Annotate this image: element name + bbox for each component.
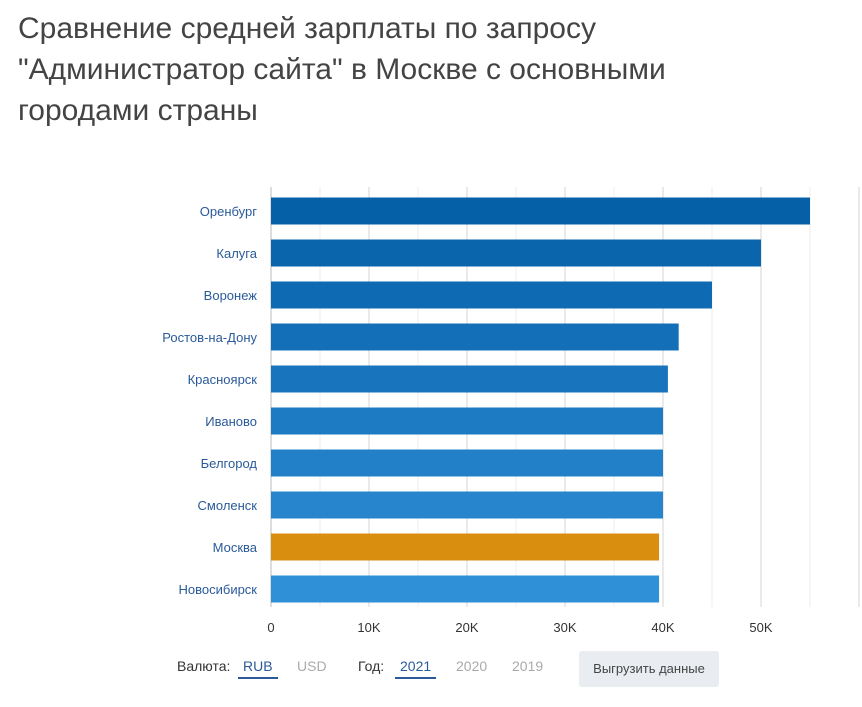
category-label: Оренбург: [200, 204, 257, 219]
bar-Красноярск: [271, 365, 668, 393]
year-2020[interactable]: 2020: [456, 658, 488, 674]
x-tick-label: 30K: [553, 620, 576, 635]
bar-Москва: [271, 533, 660, 561]
category-label: Иваново: [205, 414, 257, 429]
category-label: Калуга: [216, 246, 257, 261]
bar-Белгород: [271, 449, 663, 477]
bar-Воронеж: [271, 281, 712, 309]
currency-usd[interactable]: USD: [297, 658, 327, 674]
category-label: Новосибирск: [179, 582, 258, 597]
x-tick-label: 50K: [749, 620, 772, 635]
category-label: Белгород: [201, 456, 258, 471]
year-2019[interactable]: 2019: [512, 658, 544, 674]
category-label: Ростов-на-Дону: [162, 330, 257, 345]
category-label: Смоленск: [198, 498, 258, 513]
chart-controls: Валюта: RUB USD Год: 2021 2020 2019 Выгр…: [0, 650, 862, 690]
category-label: Воронеж: [204, 288, 258, 303]
category-label: Красноярск: [188, 372, 258, 387]
year-label: Год:: [358, 658, 385, 674]
bar-Новосибирск: [271, 575, 660, 603]
x-tick-label: 20K: [455, 620, 478, 635]
bar-Иваново: [271, 407, 663, 435]
chart-title: Сравнение средней зарплаты по запросу "А…: [18, 12, 666, 127]
x-tick-label: 0: [267, 620, 274, 635]
bar-Ростов-на-Дону: [271, 323, 679, 351]
bar-chart: 0 10K 20K 30K 40K 50K Оренбург Калуга Воронеж Рос…: [162, 187, 860, 635]
bar-Калуга: [271, 239, 761, 267]
bar-Оренбург: [271, 197, 810, 225]
currency-label: Валюта:: [177, 658, 231, 674]
year-2021[interactable]: 2021: [395, 658, 437, 679]
export-data-button[interactable]: Выгрузить данные: [579, 651, 719, 687]
x-tick-label: 40K: [651, 620, 674, 635]
currency-rub[interactable]: RUB: [238, 658, 278, 679]
category-label: Москва: [213, 540, 258, 555]
x-tick-label: 10K: [357, 620, 380, 635]
bar-Смоленск: [271, 491, 663, 519]
